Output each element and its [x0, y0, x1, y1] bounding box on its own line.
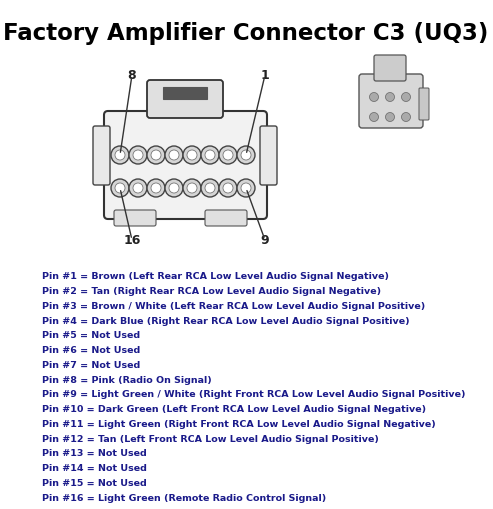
Circle shape: [151, 150, 161, 160]
FancyBboxPatch shape: [104, 111, 267, 219]
Text: Pin #10 = Dark Green (Left Front RCA Low Level Audio Signal Negative): Pin #10 = Dark Green (Left Front RCA Low…: [42, 405, 426, 414]
Circle shape: [187, 150, 197, 160]
Circle shape: [165, 146, 183, 164]
Circle shape: [401, 93, 411, 101]
Circle shape: [129, 179, 147, 197]
Circle shape: [169, 183, 179, 193]
Circle shape: [401, 112, 411, 122]
Text: Pin #5 = Not Used: Pin #5 = Not Used: [42, 331, 140, 341]
FancyBboxPatch shape: [147, 80, 223, 118]
Text: Pin #15 = Not Used: Pin #15 = Not Used: [42, 479, 146, 488]
Circle shape: [111, 146, 129, 164]
Text: 8: 8: [128, 69, 136, 81]
Bar: [163, 87, 207, 99]
Text: Pin #7 = Not Used: Pin #7 = Not Used: [42, 361, 140, 370]
Circle shape: [223, 183, 233, 193]
FancyBboxPatch shape: [359, 74, 423, 128]
Circle shape: [115, 150, 125, 160]
Circle shape: [201, 179, 219, 197]
Text: Pin #11 = Light Green (Right Front RCA Low Level Audio Signal Negative): Pin #11 = Light Green (Right Front RCA L…: [42, 420, 436, 429]
FancyBboxPatch shape: [260, 126, 277, 185]
FancyBboxPatch shape: [205, 210, 247, 226]
Circle shape: [129, 146, 147, 164]
FancyBboxPatch shape: [419, 88, 429, 120]
Circle shape: [147, 179, 165, 197]
Circle shape: [205, 150, 215, 160]
Text: Pin #13 = Not Used: Pin #13 = Not Used: [42, 449, 146, 459]
Text: 1: 1: [261, 69, 269, 81]
Circle shape: [115, 183, 125, 193]
Circle shape: [369, 112, 379, 122]
Circle shape: [133, 183, 143, 193]
Circle shape: [183, 146, 201, 164]
Circle shape: [183, 179, 201, 197]
Circle shape: [165, 179, 183, 197]
Text: Pin #3 = Brown / White (Left Rear RCA Low Level Audio Signal Positive): Pin #3 = Brown / White (Left Rear RCA Lo…: [42, 302, 425, 311]
Text: Pin #16 = Light Green (Remote Radio Control Signal): Pin #16 = Light Green (Remote Radio Cont…: [42, 494, 326, 503]
Circle shape: [386, 93, 394, 101]
Text: Pin #12 = Tan (Left Front RCA Low Level Audio Signal Positive): Pin #12 = Tan (Left Front RCA Low Level …: [42, 435, 379, 444]
Circle shape: [151, 183, 161, 193]
Text: 9: 9: [261, 234, 269, 246]
Text: Pin #14 = Not Used: Pin #14 = Not Used: [42, 464, 147, 473]
Circle shape: [169, 150, 179, 160]
Text: Pin #4 = Dark Blue (Right Rear RCA Low Level Audio Signal Positive): Pin #4 = Dark Blue (Right Rear RCA Low L…: [42, 317, 410, 326]
Circle shape: [223, 150, 233, 160]
Circle shape: [237, 146, 255, 164]
Circle shape: [147, 146, 165, 164]
Circle shape: [241, 183, 251, 193]
Circle shape: [205, 183, 215, 193]
Circle shape: [241, 150, 251, 160]
Circle shape: [111, 179, 129, 197]
Circle shape: [133, 150, 143, 160]
Circle shape: [237, 179, 255, 197]
Text: Pin #2 = Tan (Right Rear RCA Low Level Audio Signal Negative): Pin #2 = Tan (Right Rear RCA Low Level A…: [42, 287, 381, 296]
Circle shape: [219, 146, 237, 164]
Text: Pin #1 = Brown (Left Rear RCA Low Level Audio Signal Negative): Pin #1 = Brown (Left Rear RCA Low Level …: [42, 272, 389, 281]
FancyBboxPatch shape: [114, 210, 156, 226]
Circle shape: [219, 179, 237, 197]
Text: 16: 16: [123, 234, 141, 246]
Text: Factory Amplifier Connector C3 (UQ3): Factory Amplifier Connector C3 (UQ3): [3, 22, 489, 45]
Circle shape: [386, 112, 394, 122]
Text: Pin #6 = Not Used: Pin #6 = Not Used: [42, 346, 140, 355]
Text: Pin #8 = Pink (Radio On Signal): Pin #8 = Pink (Radio On Signal): [42, 376, 211, 385]
Circle shape: [369, 93, 379, 101]
FancyBboxPatch shape: [374, 55, 406, 81]
FancyBboxPatch shape: [93, 126, 110, 185]
Circle shape: [187, 183, 197, 193]
Text: Pin #9 = Light Green / White (Right Front RCA Low Level Audio Signal Positive): Pin #9 = Light Green / White (Right Fron…: [42, 390, 465, 400]
Circle shape: [201, 146, 219, 164]
